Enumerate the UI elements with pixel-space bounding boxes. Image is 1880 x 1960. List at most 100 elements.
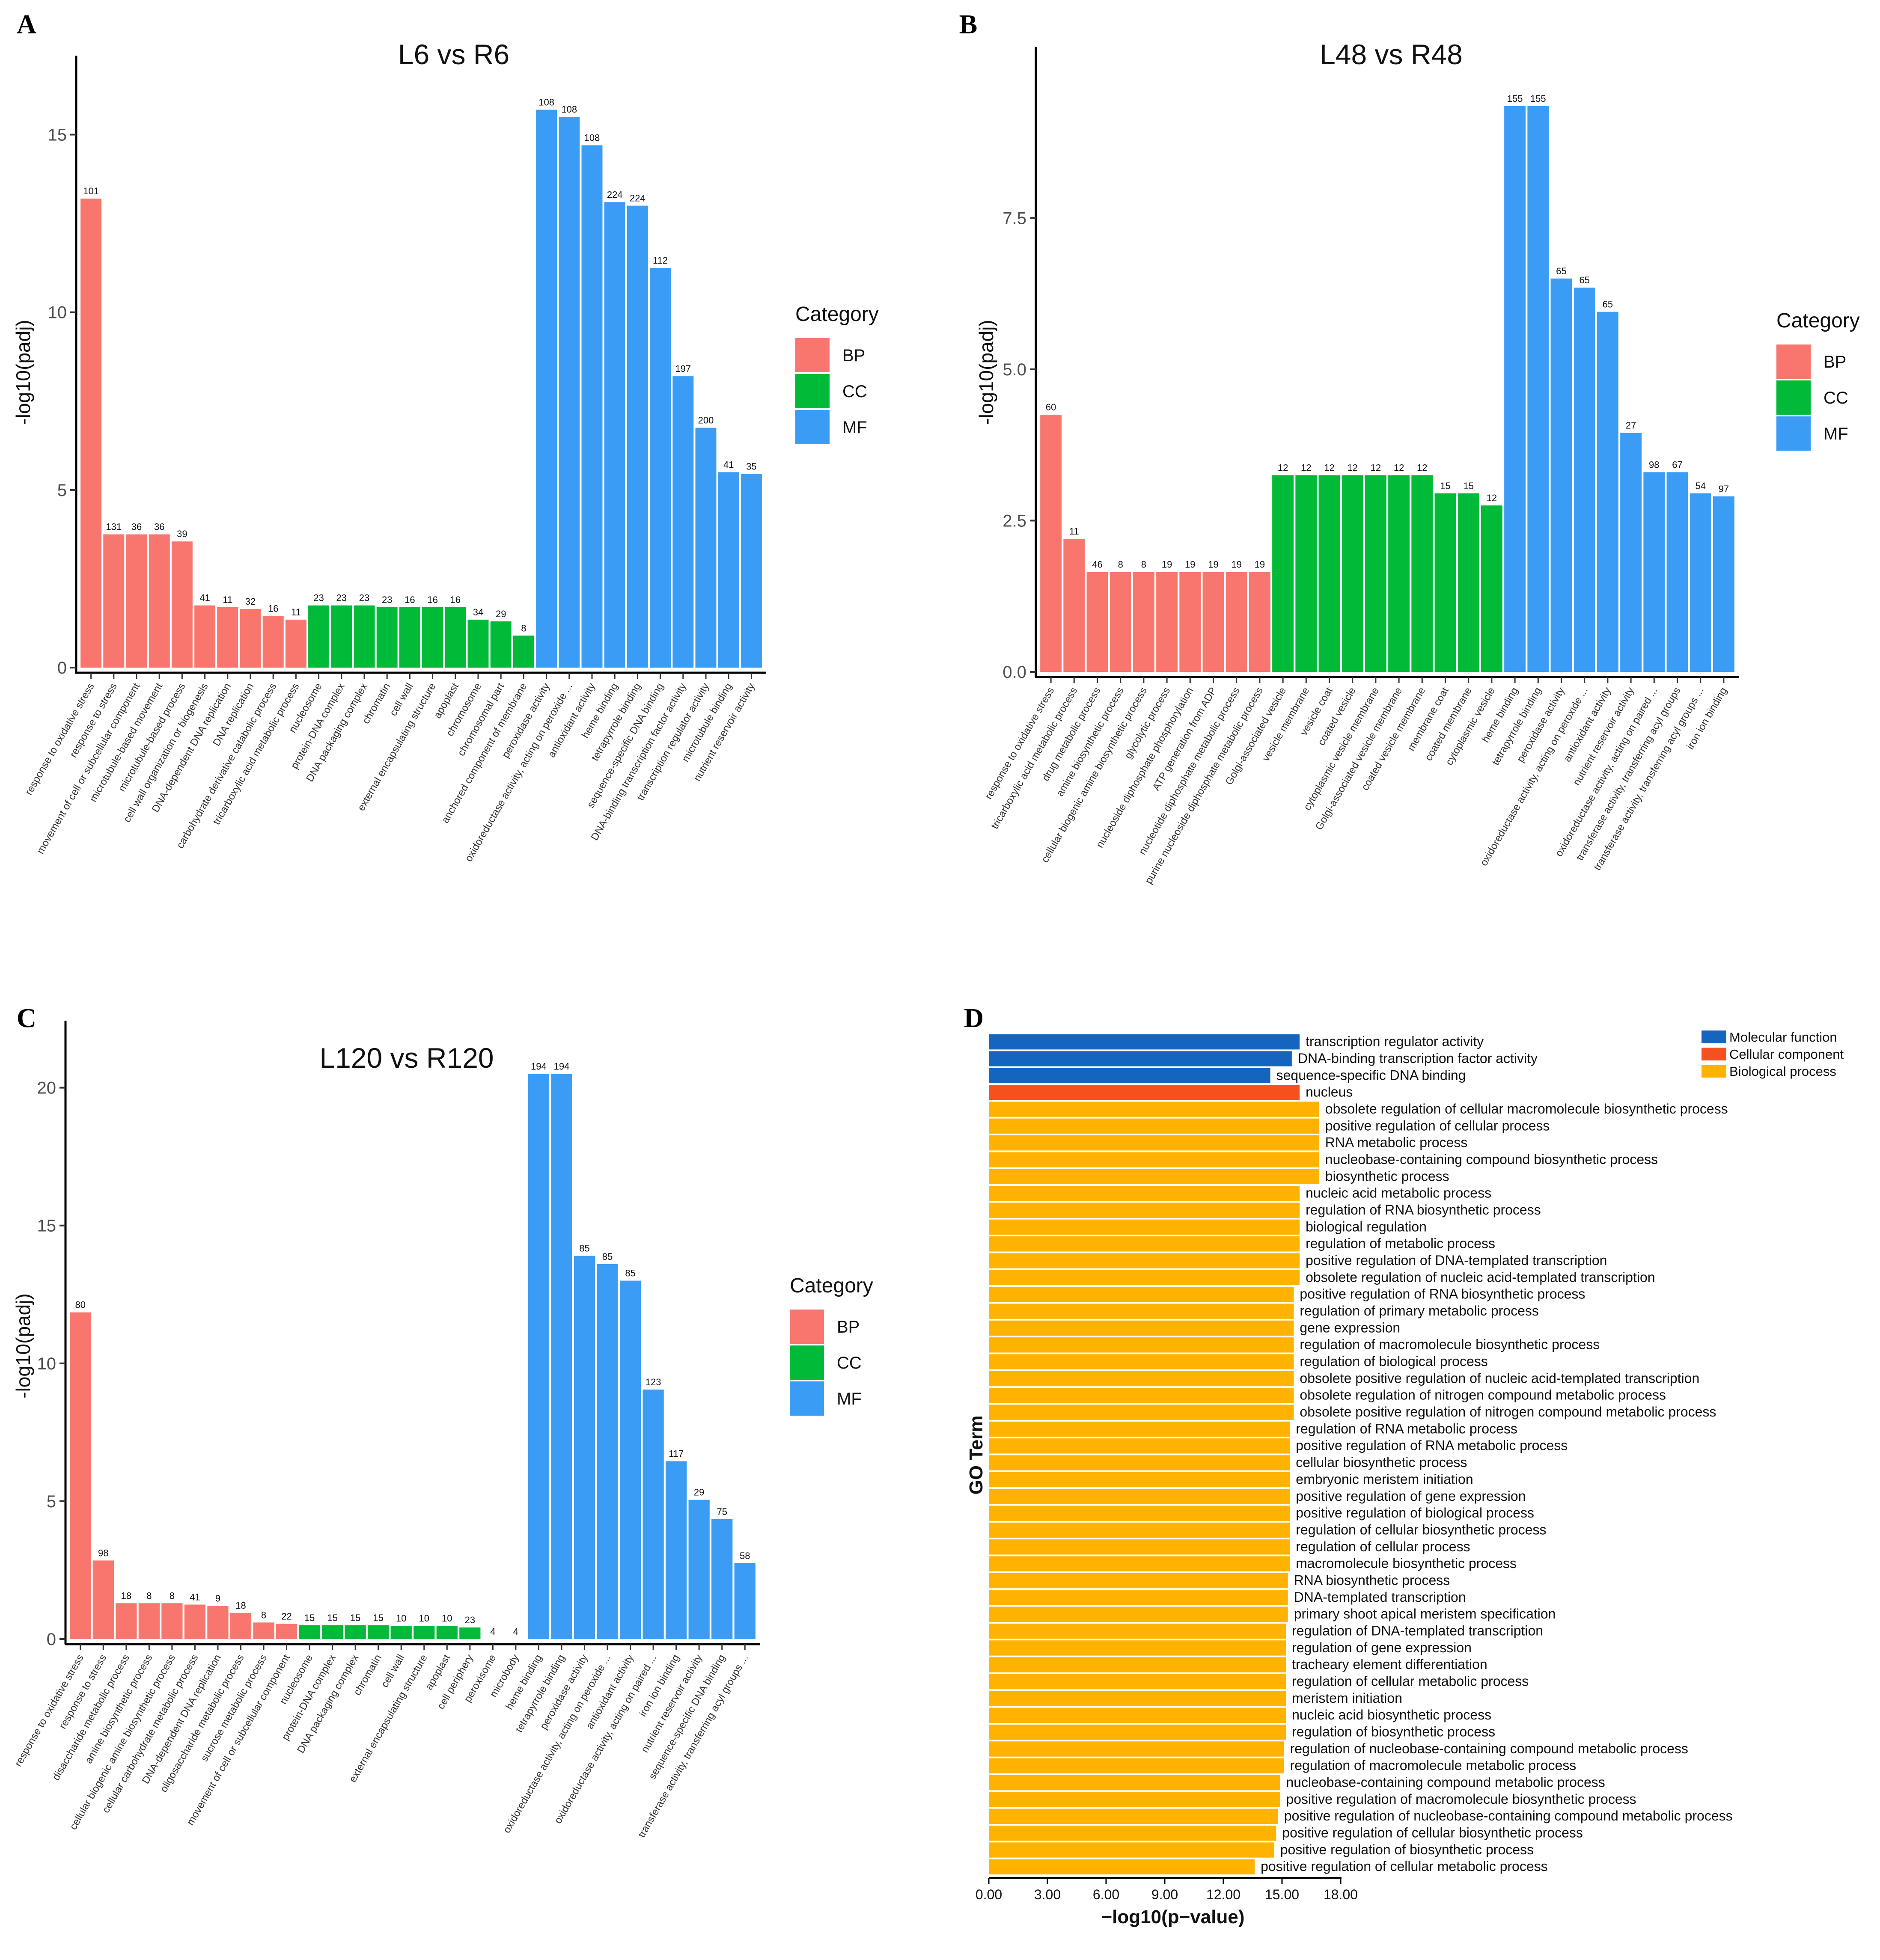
bar-count-label: 131: [106, 522, 122, 532]
bar: [80, 199, 102, 668]
bar-term-label: RNA biosynthetic process: [1294, 1572, 1450, 1588]
bar: [230, 1613, 252, 1639]
bar: [399, 607, 420, 668]
bar: [138, 1603, 160, 1639]
bar: [445, 607, 466, 668]
bar: [126, 534, 147, 668]
bar: [1597, 312, 1618, 672]
bar-count-label: 8: [170, 1590, 175, 1601]
bar: [490, 621, 512, 668]
bar-count-label: 75: [717, 1506, 727, 1517]
bar-count-label: 23: [465, 1615, 475, 1625]
bar-count-label: 41: [723, 459, 734, 470]
bar: [989, 1152, 1319, 1167]
bar: [989, 1084, 1300, 1100]
bar-count-label: 15: [373, 1613, 383, 1623]
bar: [299, 1625, 320, 1639]
bar-count-label: 15: [304, 1613, 315, 1623]
bar: [1550, 278, 1572, 672]
bar: [718, 472, 739, 668]
bar: [1063, 538, 1085, 672]
bar-count-label: 8: [1141, 559, 1146, 570]
bar: [390, 1626, 412, 1639]
bar: [536, 110, 557, 668]
bar: [989, 1371, 1294, 1387]
bar: [1690, 493, 1711, 672]
bar-count-label: 4: [513, 1626, 518, 1637]
y-tick-label: 0.0: [1002, 663, 1026, 682]
bar-term-label: positive regulation of DNA-templated tra…: [1306, 1253, 1607, 1268]
bar-count-label: 36: [131, 522, 142, 532]
bar: [240, 609, 261, 668]
bar-count-label: 27: [1626, 420, 1636, 431]
bar: [989, 1607, 1288, 1622]
panel-letter: D: [964, 1003, 984, 1033]
bar-count-label: 12: [1394, 462, 1404, 473]
bar-term-label: positive regulation of RNA metabolic pro…: [1296, 1438, 1568, 1453]
bar-count-label: 85: [579, 1243, 589, 1254]
bar-count-label: 80: [75, 1300, 86, 1310]
bar: [354, 605, 375, 668]
bar-term-label: regulation of nucleobase-containing comp…: [1290, 1741, 1688, 1756]
bar: [989, 1186, 1300, 1201]
bar-term-label: nucleic acid biosynthetic process: [1292, 1707, 1491, 1722]
bar-count-label: 85: [602, 1251, 613, 1262]
bar-count-label: 41: [199, 593, 210, 603]
bar: [1411, 475, 1433, 672]
bar-count-label: 4: [490, 1626, 495, 1637]
bar-count-label: 12: [1347, 462, 1357, 473]
bar-term-label: obsolete positive regulation of nucleic …: [1300, 1370, 1699, 1386]
bar-count-label: 65: [1603, 299, 1613, 310]
bar: [559, 117, 580, 668]
bar: [989, 1337, 1294, 1353]
bar-count-label: 11: [291, 607, 301, 618]
bar-count-label: 85: [625, 1268, 635, 1279]
bar: [989, 1034, 1300, 1050]
bar: [643, 1390, 664, 1639]
bar: [161, 1603, 183, 1639]
bar-term-label: positive regulation of cellular metaboli…: [1261, 1859, 1548, 1874]
bar-count-label: 19: [1255, 559, 1265, 570]
bar-count-label: 15: [327, 1613, 337, 1623]
legend-swatch: [795, 410, 830, 444]
legend-title: Category: [1776, 309, 1860, 332]
bar: [989, 1304, 1294, 1319]
bar: [989, 1758, 1284, 1773]
bar: [989, 1388, 1294, 1403]
bar-term-label: regulation of cellular process: [1296, 1539, 1470, 1554]
x-tick-label: 18.00: [1324, 1887, 1358, 1902]
bar: [989, 1623, 1286, 1639]
bar-term-label: nucleobase-containing compound biosynthe…: [1325, 1152, 1658, 1167]
bar: [92, 1560, 114, 1639]
bar: [467, 619, 489, 668]
bar: [103, 534, 125, 668]
bar: [253, 1622, 274, 1639]
legend-title: Category: [795, 303, 879, 326]
bar-count-label: 19: [1208, 559, 1218, 570]
bar: [711, 1519, 733, 1639]
bar-term-label: embryonic meristem initiation: [1296, 1471, 1473, 1487]
legend-swatch: [1702, 1048, 1726, 1060]
bar: [989, 1573, 1288, 1589]
bar-count-label: 194: [531, 1061, 547, 1072]
bar: [551, 1074, 572, 1639]
bar-count-label: 23: [336, 593, 347, 603]
legend-label: Molecular function: [1729, 1030, 1837, 1045]
bar: [1365, 475, 1386, 672]
x-tick-label: 9.00: [1151, 1887, 1178, 1902]
bar-term-label: meristem initiation: [1292, 1690, 1402, 1706]
bar-count-label: 22: [281, 1611, 292, 1622]
legend-label: BP: [842, 346, 865, 365]
legend-swatch: [1776, 380, 1811, 415]
bar: [436, 1626, 458, 1639]
chart-title: L6 vs R6: [398, 39, 509, 70]
bar: [194, 605, 216, 668]
bar-count-label: 58: [740, 1550, 750, 1561]
y-tick-label: 15: [37, 1217, 57, 1235]
bar: [989, 1354, 1294, 1369]
bar-count-label: 12: [1371, 462, 1381, 473]
y-tick-label: 5: [47, 1492, 56, 1511]
bar-term-label: DNA-templated transcription: [1294, 1589, 1466, 1605]
y-axis-label: GO Term: [966, 1415, 987, 1494]
bar-count-label: 200: [698, 415, 714, 426]
